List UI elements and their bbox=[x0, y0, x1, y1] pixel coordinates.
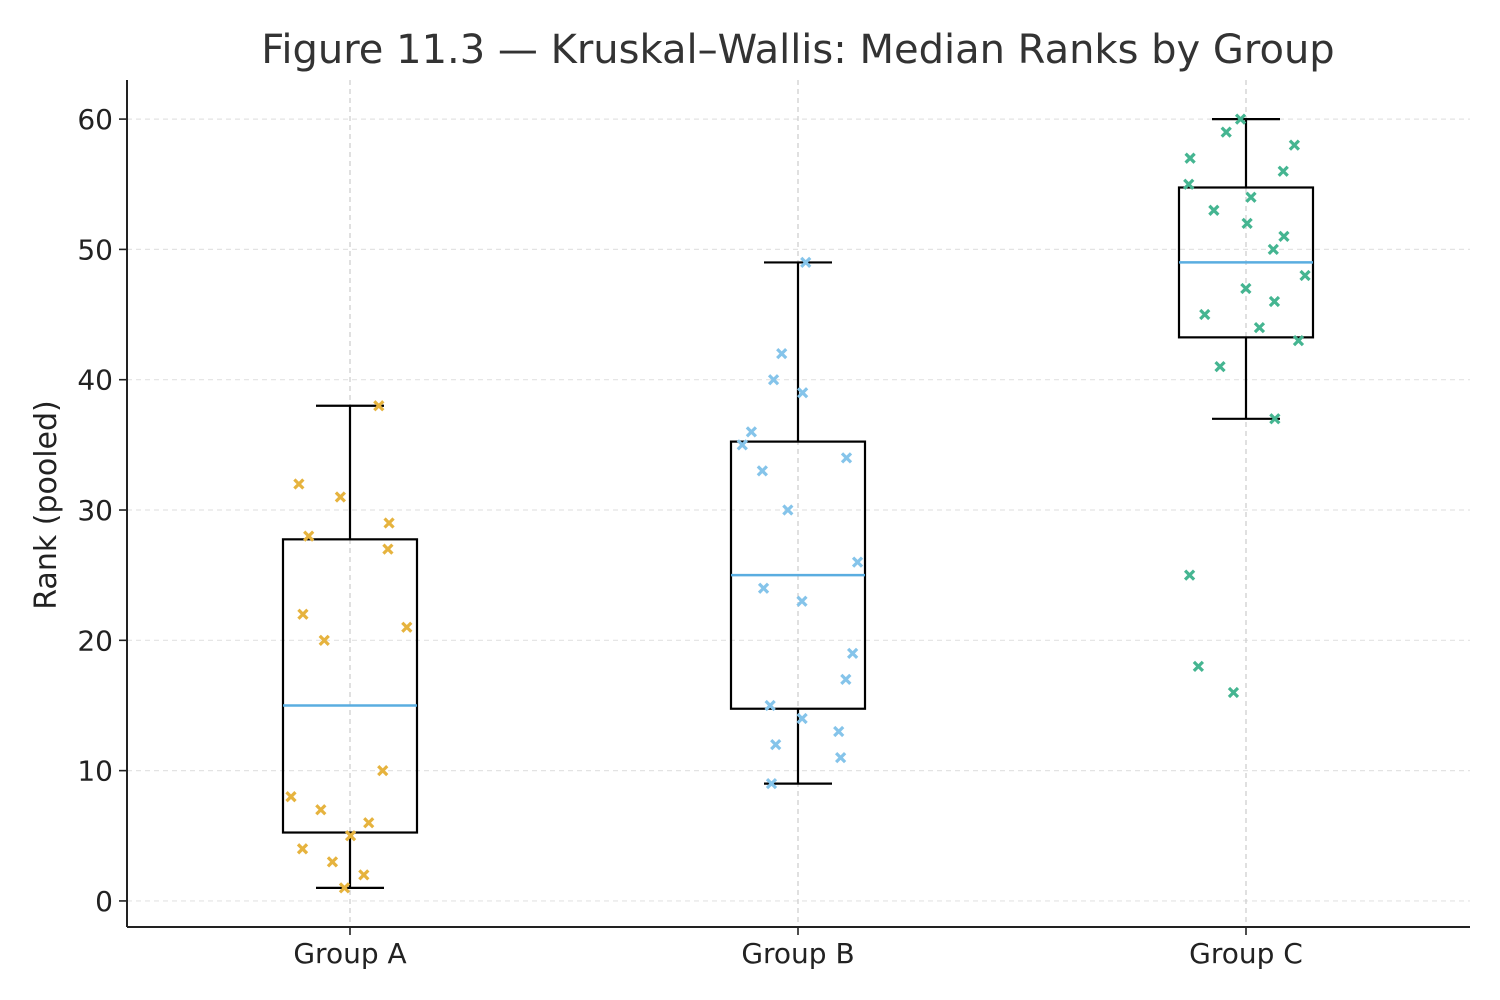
data-point bbox=[296, 843, 309, 855]
data-point bbox=[1199, 308, 1211, 321]
data-point bbox=[1288, 139, 1301, 151]
data-point bbox=[326, 856, 339, 868]
data-point bbox=[303, 530, 315, 542]
data-point bbox=[833, 725, 845, 738]
data-point bbox=[770, 738, 782, 751]
data-point bbox=[736, 439, 748, 451]
y-axis-label: Rank (pooled) bbox=[29, 400, 64, 610]
data-point bbox=[1292, 334, 1305, 347]
data-point bbox=[846, 647, 859, 659]
data-point bbox=[373, 400, 385, 412]
data-point bbox=[797, 387, 809, 399]
data-point bbox=[1192, 660, 1205, 673]
data-point bbox=[796, 712, 808, 725]
data-point bbox=[1253, 321, 1266, 334]
data-point bbox=[377, 764, 389, 777]
data-point bbox=[840, 673, 852, 686]
boxes bbox=[281, 117, 1315, 890]
data-point bbox=[344, 830, 357, 842]
data-point bbox=[1183, 569, 1196, 581]
data-point bbox=[382, 543, 394, 555]
data-point bbox=[782, 504, 794, 516]
data-point bbox=[1220, 126, 1232, 138]
data-point bbox=[358, 869, 370, 881]
y-tick-label: 30 bbox=[77, 494, 113, 527]
iqr-box bbox=[281, 538, 419, 834]
data-point bbox=[338, 882, 351, 894]
y-tick-label: 40 bbox=[77, 364, 113, 397]
data-point bbox=[1267, 243, 1279, 256]
grid bbox=[127, 80, 1470, 927]
data-point bbox=[756, 465, 768, 477]
points-group-c bbox=[1183, 113, 1311, 699]
data-point bbox=[745, 426, 758, 438]
data-point bbox=[1234, 113, 1247, 125]
data-point bbox=[796, 595, 808, 607]
data-point bbox=[1208, 204, 1220, 216]
data-point bbox=[315, 804, 327, 816]
data-point bbox=[840, 452, 853, 464]
data-point bbox=[318, 634, 330, 646]
chart-title: Figure 11.3 — Kruskal–Wallis: Median Ran… bbox=[261, 27, 1334, 73]
points-group-a bbox=[285, 400, 413, 894]
y-tick-label: 0 bbox=[95, 885, 113, 918]
axes: 0 10 20 30 40 50 60 Group A Group B Group C bbox=[77, 80, 1470, 970]
box-group-a bbox=[281, 404, 419, 890]
data-point bbox=[293, 478, 305, 490]
points-group-b bbox=[736, 256, 864, 790]
data-point bbox=[1278, 230, 1290, 243]
data-point bbox=[334, 491, 347, 503]
y-tick-label: 20 bbox=[77, 624, 113, 657]
data-point bbox=[776, 348, 788, 360]
data-point bbox=[764, 699, 776, 712]
data-point bbox=[363, 817, 375, 829]
x-tick-label: Group C bbox=[1189, 937, 1303, 970]
data-point bbox=[767, 374, 780, 386]
data-point bbox=[285, 791, 297, 803]
data-point bbox=[1269, 413, 1281, 425]
data-point bbox=[401, 621, 413, 633]
data-point bbox=[765, 778, 778, 790]
data-point bbox=[834, 751, 847, 764]
x-tick-label: Group B bbox=[741, 937, 854, 970]
x-tick-label: Group A bbox=[293, 937, 406, 970]
data-point bbox=[297, 608, 309, 620]
data-point bbox=[1240, 282, 1252, 295]
y-tick-label: 10 bbox=[77, 755, 113, 788]
data-point bbox=[1184, 152, 1196, 164]
data-point bbox=[757, 582, 770, 594]
data-point bbox=[1241, 217, 1253, 229]
y-tick-label: 60 bbox=[77, 103, 113, 136]
data-point bbox=[1299, 269, 1311, 282]
y-tick-label: 50 bbox=[77, 233, 113, 266]
data-point bbox=[1214, 361, 1226, 373]
data-point bbox=[1183, 178, 1195, 190]
data-point bbox=[383, 517, 395, 529]
data-point bbox=[1268, 295, 1281, 308]
data-points bbox=[285, 113, 1311, 894]
data-point bbox=[800, 256, 812, 269]
box-group-b bbox=[729, 261, 867, 785]
data-point bbox=[1227, 686, 1240, 699]
data-point bbox=[1245, 191, 1257, 203]
data-point bbox=[1277, 165, 1289, 177]
data-point bbox=[851, 556, 864, 568]
box-group-c bbox=[1177, 117, 1315, 420]
